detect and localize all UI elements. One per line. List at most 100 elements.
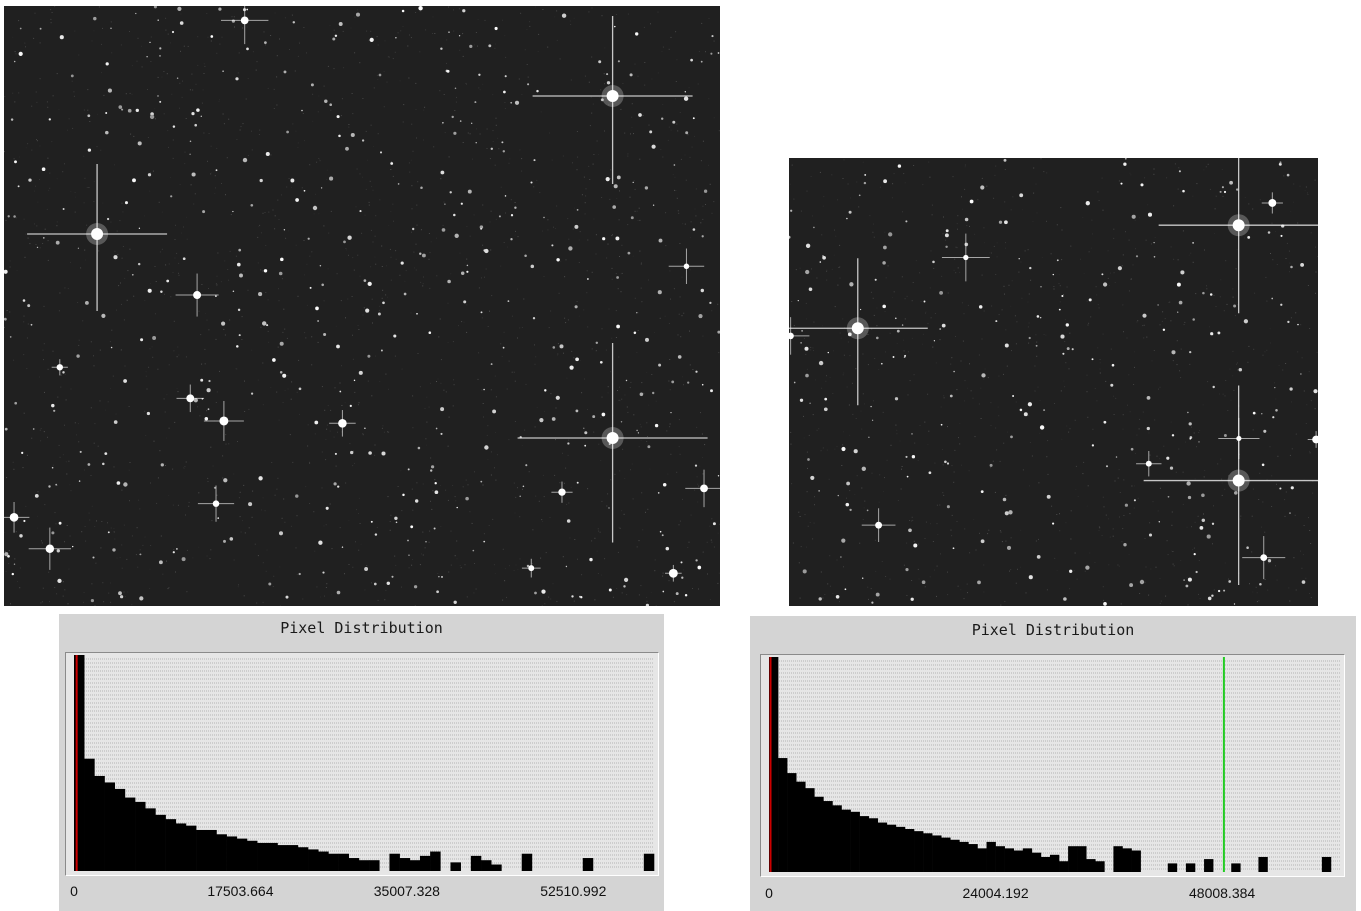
histogram-bar [196,829,207,871]
histogram-bar [104,782,116,871]
histogram-bar [769,657,779,872]
histogram-bar [521,853,533,871]
histogram-bar [226,836,238,871]
histogram-bar [582,858,594,871]
histogram-bar [1068,846,1078,872]
histogram-bar [145,808,156,871]
histogram-bar [175,823,187,871]
histogram-bar [932,835,942,872]
histogram-bar [114,788,126,871]
histogram-bar [348,858,360,871]
histogram-bar [338,853,350,871]
histogram-bar [850,811,860,872]
histogram-bar [124,797,136,871]
x-tick-label: 35007.328 [373,883,440,899]
histogram-bar [206,829,217,871]
star-field-graphic [789,158,1318,606]
histogram-bar [1321,856,1332,872]
x-tick-label: 0 [765,885,773,901]
histogram-bar [470,855,482,871]
histogram-bar [419,855,431,871]
histogram-bar [246,840,258,871]
histogram-bar [950,839,960,872]
histogram-bar [1031,852,1042,872]
x-tick-label: 17503.664 [207,883,274,899]
histogram-bar [389,853,400,871]
histogram-bar [491,864,502,871]
histogram-plot[interactable] [760,654,1345,877]
histogram-bar [135,801,146,871]
histogram-bar [216,834,227,871]
star-field-image-right [789,158,1318,606]
x-tick-label: 48008.384 [1189,885,1256,901]
histogram-bar [1086,859,1096,872]
histogram-bar [796,781,806,872]
histogram-bar [358,860,370,871]
histogram-bar [995,846,1005,872]
histogram-svg [769,657,1340,872]
histogram-bar [1022,848,1033,872]
histogram-bar [814,796,824,872]
histogram-bar [328,853,339,871]
histogram-bar [841,809,851,872]
histogram-bar [877,822,888,872]
histogram-bar [643,853,655,871]
histogram-title: Pixel Distribution [971,621,1135,639]
histogram-bar [1059,861,1069,872]
histogram-bar [923,833,933,872]
histogram-bar [287,845,299,871]
histogram-bar [823,801,833,872]
histogram-bar [986,841,996,872]
x-tick-label: 24004.192 [962,885,1029,901]
histogram-bar [297,847,309,871]
histogram-bar [430,851,441,871]
histogram-bar [1013,850,1024,872]
histogram-bar [267,842,278,871]
histogram-bar [1122,848,1132,872]
histogram-bar [859,816,869,872]
histogram-bar [94,775,105,871]
histogram-bar [977,848,987,872]
histogram-bar [787,773,797,872]
histogram-title: Pixel Distribution [280,619,443,637]
histogram-bar [409,860,421,871]
histogram-bar [74,655,85,871]
histogram-bar [257,842,268,871]
histogram-bar [1049,854,1060,872]
histogram-bar [895,826,906,872]
histogram-panel-left: Pixel Distribution 0 17503.664 35007.328… [59,614,664,911]
histogram-bar [1258,856,1268,872]
star-field-image-left [4,6,720,606]
histogram-bar [1204,859,1214,872]
histogram-bar [236,838,248,871]
histogram-bar [1231,863,1241,872]
histogram-bar [481,860,492,871]
histogram-bar [778,758,788,872]
histogram-bar [886,824,897,872]
histogram-bar [308,849,319,871]
histogram-bar [1040,856,1051,872]
histogram-bar [832,805,842,872]
histogram-bar [1095,861,1105,872]
histogram-bar [941,837,951,872]
histogram-bar [165,819,177,871]
histogram-bar [968,844,978,872]
histogram-bar [369,860,380,871]
histogram-bar [1185,863,1196,872]
histogram-bar [399,858,411,871]
histogram-bar [155,814,166,871]
histogram-bar [959,841,969,872]
x-tick-label: 52510.992 [540,883,607,899]
histogram-bar [868,818,879,872]
histogram-bar [450,862,461,871]
x-tick-label: 0 [70,883,78,899]
star-field-graphic [4,6,720,606]
histogram-bar [904,829,915,872]
histogram-bar [318,851,329,871]
histogram-bar [1131,850,1141,872]
histogram-panel-right: Pixel Distribution 0 24004.192 48008.384 [750,616,1356,911]
histogram-bar [914,831,924,872]
histogram-bar [185,825,197,871]
histogram-plot[interactable] [65,652,659,876]
histogram-bar [805,788,815,872]
